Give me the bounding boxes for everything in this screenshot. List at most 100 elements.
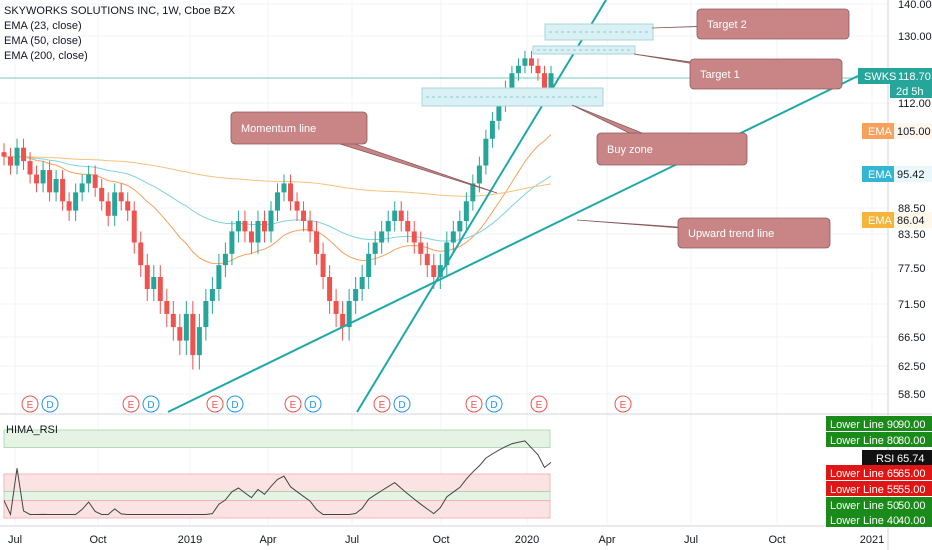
candle bbox=[353, 289, 359, 301]
candle bbox=[79, 183, 85, 193]
event-marker: E bbox=[614, 395, 632, 413]
rsi-line bbox=[3, 440, 552, 517]
candle bbox=[281, 183, 287, 193]
event-circle bbox=[373, 395, 391, 413]
candle bbox=[222, 253, 228, 266]
tag-bg bbox=[826, 481, 932, 496]
tag-bg bbox=[826, 512, 932, 527]
candle bbox=[548, 73, 554, 89]
tag-label: EMA bbox=[868, 215, 893, 227]
tag-bg bbox=[858, 68, 932, 84]
event-label: D bbox=[490, 400, 497, 411]
callout-label: Target 1 bbox=[700, 69, 740, 81]
tag-label: EMA bbox=[868, 169, 893, 181]
candle bbox=[444, 242, 450, 266]
event-marker: D bbox=[304, 395, 322, 413]
x-tick-label: Oct bbox=[89, 534, 106, 546]
candle bbox=[125, 201, 131, 211]
candle bbox=[92, 174, 98, 188]
candle bbox=[301, 210, 307, 221]
x-tick-label: Jul bbox=[684, 534, 698, 546]
ema-value-tag: EMA 105.00 bbox=[862, 123, 932, 139]
tag-label: Lower Line 90 bbox=[830, 419, 899, 431]
candle bbox=[327, 277, 333, 301]
candle bbox=[359, 277, 365, 289]
rsi-title: HIMA_RSI bbox=[6, 424, 58, 436]
candle bbox=[275, 192, 280, 211]
candle bbox=[411, 231, 417, 243]
callout-label: Momentum line bbox=[241, 123, 316, 135]
tag-value: 90.00 bbox=[898, 419, 926, 431]
candle bbox=[463, 201, 469, 221]
candle bbox=[235, 221, 241, 232]
tag-label: SWKS bbox=[864, 71, 896, 83]
tag-value: 86.04 bbox=[897, 215, 925, 227]
momentum-line bbox=[356, 0, 607, 413]
candle bbox=[177, 327, 183, 341]
annotation-callout: Buy zone bbox=[571, 104, 748, 166]
callout-box bbox=[677, 217, 831, 249]
candle bbox=[333, 301, 339, 314]
price-tags: SWKS 118.70 2d 5h EMA 105.00 EMA 95.42 EMA 86.04… bbox=[826, 68, 932, 527]
rsi-band-lower bbox=[3, 499, 551, 519]
candle bbox=[268, 210, 274, 232]
event-label: E bbox=[128, 400, 135, 411]
legend-ema50: EMA (50, close) bbox=[4, 35, 82, 47]
event-label: D bbox=[147, 400, 154, 411]
tag-label: Lower Line 65 bbox=[830, 468, 899, 480]
candle bbox=[86, 174, 92, 184]
tag-label: Lower Line 40 bbox=[830, 515, 899, 527]
event-label: E bbox=[471, 400, 478, 411]
event-label: E bbox=[620, 400, 627, 411]
legend-ema23: EMA (23, close) bbox=[4, 20, 82, 32]
x-tick-label: Oct bbox=[432, 534, 449, 546]
ema-value-tag: EMA 86.04 bbox=[862, 212, 932, 228]
tag-value: 105.00 bbox=[897, 126, 931, 138]
tag-value: 40.00 bbox=[898, 515, 926, 527]
event-circle bbox=[304, 395, 322, 413]
candle bbox=[366, 253, 372, 277]
candle bbox=[307, 221, 313, 232]
event-marker: D bbox=[393, 395, 411, 413]
timer-text: 2d 5h bbox=[896, 86, 924, 98]
candle bbox=[164, 301, 170, 314]
y-tick-label: 112.00 bbox=[898, 98, 931, 110]
y-tick-label: 62.50 bbox=[898, 361, 926, 373]
event-marker: E bbox=[530, 395, 548, 413]
candle bbox=[372, 242, 378, 254]
event-circle bbox=[142, 395, 160, 413]
annotations[interactable]: Target 2 Target 1 Momentum line Buy zone Upw… bbox=[230, 8, 850, 249]
candle bbox=[183, 313, 189, 341]
candle bbox=[470, 183, 476, 202]
event-circle bbox=[226, 395, 244, 413]
event-marker: E bbox=[373, 395, 391, 413]
callout-label: Target 2 bbox=[707, 19, 747, 31]
candle bbox=[405, 221, 411, 232]
legend-ema200: EMA (200, close) bbox=[4, 50, 88, 62]
candle bbox=[509, 73, 515, 89]
candle bbox=[151, 277, 157, 289]
candle bbox=[535, 65, 541, 74]
rsi-line bbox=[3, 440, 552, 517]
candle bbox=[437, 265, 443, 277]
y-tick-label: 140.00 bbox=[898, 0, 932, 11]
tag-value: 95.42 bbox=[897, 169, 925, 181]
annotation-callout: Upward trend line bbox=[576, 217, 831, 249]
candle bbox=[457, 221, 463, 232]
candle bbox=[483, 138, 489, 166]
candle bbox=[541, 73, 547, 89]
x-tick-label: Apr bbox=[598, 534, 615, 546]
candle bbox=[320, 253, 326, 277]
candle bbox=[14, 147, 20, 166]
last-price-tag: SWKS 118.70 bbox=[858, 68, 932, 84]
x-tick-label: Oct bbox=[768, 534, 785, 546]
event-circle bbox=[206, 395, 224, 413]
event-label: E bbox=[290, 400, 297, 411]
tag-value: 80.00 bbox=[898, 435, 926, 447]
event-circle bbox=[41, 395, 59, 413]
